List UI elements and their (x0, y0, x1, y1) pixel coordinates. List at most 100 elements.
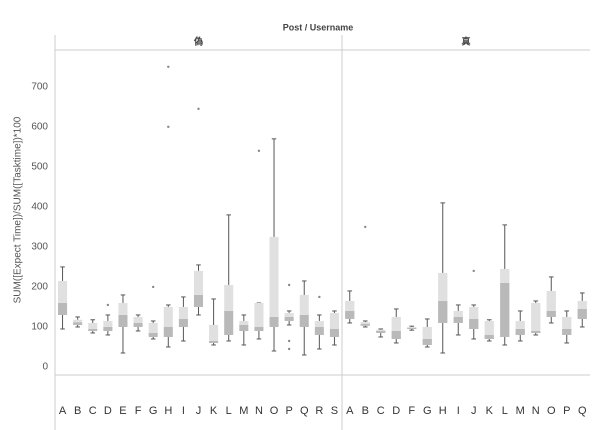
box-upper (329, 312, 339, 329)
y-tick-label: 600 (31, 121, 48, 132)
box-lower (562, 328, 572, 335)
x-tick-label: P (285, 405, 292, 417)
y-tick-label: 0 (42, 362, 48, 373)
box-lower (515, 328, 525, 335)
box-upper (103, 320, 113, 327)
x-tick-label: M (516, 405, 525, 417)
outlier (364, 225, 367, 229)
x-tick-label: H (164, 405, 172, 417)
x-tick-label: F (408, 405, 415, 417)
x-tick-label: L (226, 405, 232, 417)
box-lower (118, 314, 128, 327)
box-upper (438, 272, 448, 301)
box-lower (531, 330, 541, 333)
x-tick-label: K (486, 405, 494, 417)
outlier (472, 269, 475, 273)
box-lower (391, 330, 401, 339)
box-upper (163, 306, 173, 327)
x-tick-label: I (457, 405, 460, 417)
box-upper (209, 324, 219, 341)
outlier (151, 285, 155, 289)
box-lower (577, 308, 587, 319)
box-lower (284, 316, 294, 321)
box-upper (531, 302, 541, 331)
outlier (106, 303, 110, 307)
box-upper (269, 236, 279, 317)
box-upper (58, 280, 68, 303)
box-upper (178, 306, 188, 319)
box-upper (133, 316, 143, 323)
x-tick-label: O (547, 405, 556, 417)
outlier (197, 107, 200, 111)
box-upper (239, 320, 249, 325)
box-lower (269, 316, 279, 327)
x-tick-label: K (210, 405, 218, 417)
box-lower (546, 310, 556, 317)
x-tick-label: G (149, 405, 158, 417)
x-tick-label: R (315, 405, 323, 417)
chart-title: Post / Username (283, 22, 354, 32)
box-lower (453, 316, 463, 323)
box-upper (500, 268, 510, 283)
y-tick-label: 700 (31, 81, 48, 92)
box-upper (484, 320, 494, 335)
x-tick-label: N (532, 405, 540, 417)
x-tick-label: A (346, 405, 354, 417)
outlier (167, 125, 170, 129)
box-upper (254, 302, 264, 327)
box-upper (360, 322, 370, 324)
box-lower (407, 327, 417, 329)
box-lower (103, 326, 113, 331)
box-lower (58, 302, 68, 315)
y-tick-label: 100 (31, 322, 48, 333)
box-lower (500, 282, 510, 337)
x-tick-label: N (255, 405, 263, 417)
box-lower (438, 300, 448, 323)
x-tick-label: H (439, 405, 447, 417)
x-tick-label: E (119, 405, 126, 417)
box-upper (422, 326, 432, 339)
box-lower (193, 294, 204, 307)
x-tick-label: I (182, 405, 185, 417)
box-upper (376, 329, 386, 331)
outlier (287, 339, 291, 343)
x-tick-label: G (423, 405, 432, 417)
y-tick-label: 400 (31, 202, 48, 213)
x-tick-label: D (104, 405, 112, 417)
box-upper (407, 326, 417, 328)
x-tick-label: J (196, 405, 202, 417)
outlier (318, 295, 321, 299)
x-tick-label: M (239, 405, 248, 417)
x-tick-label: B (362, 405, 369, 417)
x-tick-label: C (89, 405, 97, 417)
box-lower (73, 322, 83, 325)
box-upper (562, 316, 572, 329)
outlier (287, 347, 291, 351)
box-upper (193, 270, 204, 295)
y-axis-label: SUM([Expect Time])/SUM([Tasktime])*100 (13, 116, 24, 303)
box-upper (88, 322, 98, 329)
box-lower (299, 314, 309, 327)
x-tick-label: B (74, 405, 81, 417)
box-lower (360, 323, 370, 326)
box-lower (163, 326, 173, 337)
x-tick-label: C (377, 405, 385, 417)
y-tick-label: 300 (31, 242, 48, 253)
x-tick-label: S (331, 405, 338, 417)
box-upper (224, 284, 234, 311)
outlier (257, 149, 261, 153)
box-lower (254, 326, 264, 331)
box-lower (178, 318, 188, 327)
y-tick-label: 200 (31, 282, 48, 293)
x-tick-label: J (471, 405, 477, 417)
box-lower (422, 338, 432, 345)
box-lower (345, 310, 355, 319)
box-lower (329, 328, 339, 337)
box-upper (453, 310, 463, 317)
box-upper (118, 302, 128, 315)
box-lower (88, 328, 98, 331)
x-tick-label: Q (300, 405, 309, 417)
x-tick-label: Q (578, 405, 587, 417)
panel-header: 真 (461, 35, 470, 46)
